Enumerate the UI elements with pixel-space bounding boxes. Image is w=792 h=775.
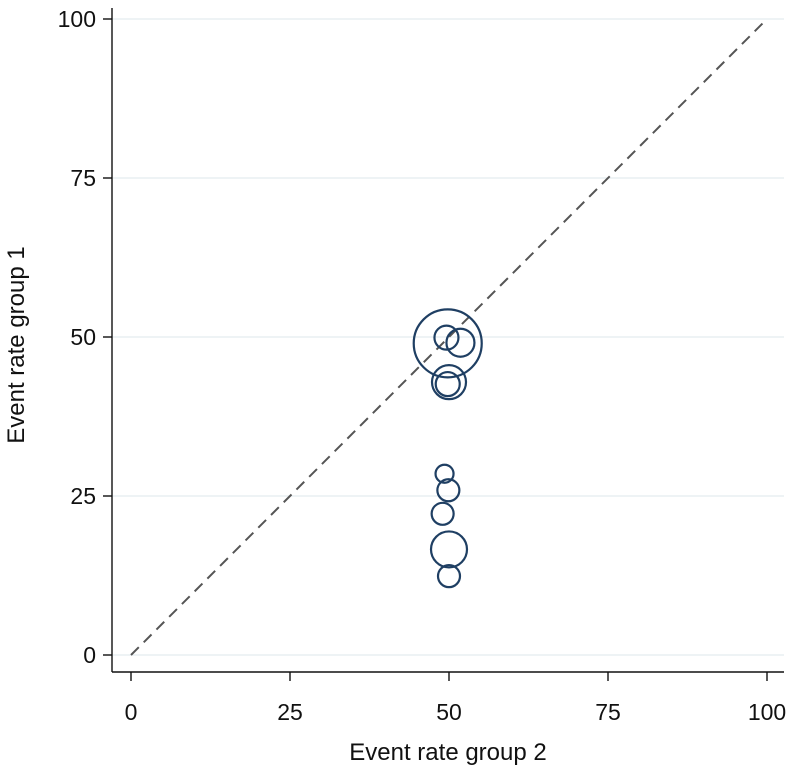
data-point <box>434 370 461 398</box>
axes <box>111 8 784 673</box>
data-point <box>412 308 483 379</box>
y-tick-label: 100 <box>58 6 96 32</box>
data-point <box>433 324 460 351</box>
data-point <box>445 327 476 358</box>
data-point <box>430 501 455 526</box>
y-tick-label: 25 <box>70 483 96 509</box>
y-axis-title: Event rate group 1 <box>3 246 30 443</box>
x-tick-label: 75 <box>595 699 621 725</box>
x-tick-label: 50 <box>436 699 462 725</box>
y-tick-label: 0 <box>83 642 96 668</box>
data-point <box>430 364 468 401</box>
data-point <box>436 564 462 589</box>
x-axis-title: Event rate group 2 <box>349 739 546 766</box>
data-points <box>412 308 483 589</box>
x-tick-label: 25 <box>277 699 303 725</box>
y-tick-label: 50 <box>70 324 96 350</box>
x-tick-label: 100 <box>748 699 786 725</box>
ticks: 0 25 50 75 100 0 25 50 75 100 <box>58 6 787 725</box>
x-tick-label: 0 <box>125 699 138 725</box>
data-point <box>429 530 469 569</box>
data-point <box>436 478 461 503</box>
data-point <box>434 463 455 484</box>
reference-diagonal-line <box>130 18 768 656</box>
y-tick-label: 75 <box>70 165 96 191</box>
